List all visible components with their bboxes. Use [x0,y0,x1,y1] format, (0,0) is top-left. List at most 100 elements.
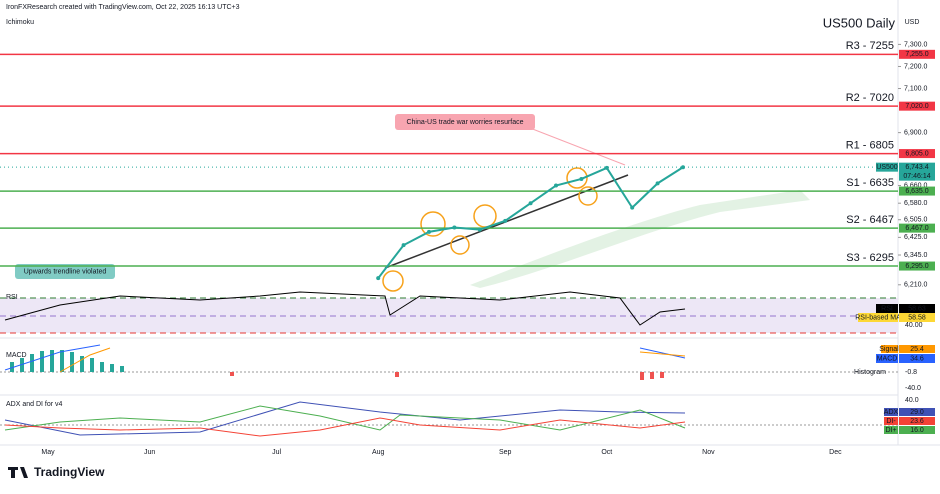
annotation-box [15,264,115,279]
macd-tick: -40.0 [905,385,921,392]
y-tick-label: 6,580.0 [904,200,927,207]
x-tick-label: Jul [272,449,281,456]
rsi-line [4,291,686,326]
y-tick-label: 7,200.0 [904,63,927,70]
y-tick-label: 6,505.0 [904,217,927,224]
x-tick-label: May [41,449,55,456]
level-axis-label: 6,805.0 [905,150,928,157]
rsi-ma-label: RSI-based MA [855,314,901,321]
macd-label: MACD [877,355,898,362]
x-tick-label: Sep [499,449,512,456]
legend-entry: US500 [876,164,898,171]
adx-value: 29.0 [910,409,924,416]
countdown: 07:46:14 [903,173,930,180]
macd-tag [876,354,898,363]
level-label: S2 - 6467 [846,214,894,226]
signal-tag [881,345,898,353]
price-point [655,181,660,186]
price-point [630,205,635,210]
signal-value: 25.4 [910,346,924,353]
adx-line [4,401,686,436]
y-tick-label: 6,425.0 [904,234,927,241]
di-plus-label: DI+ [885,427,896,434]
level-tag [899,186,935,196]
adx-value-tag [899,408,935,416]
x-tick-label: Aug [372,449,385,456]
price-point [452,225,457,230]
rsi-ma-value: 58.58 [908,314,926,321]
chart-title: US500 Daily [823,15,896,30]
price-point [477,227,482,232]
level-label: S1 - 6635 [846,177,894,189]
price-point [579,176,584,181]
adx-label: ADX [884,409,899,416]
rsi-value-tag [899,304,935,313]
price-tag [899,162,935,181]
last-price: 6,743.4 [905,164,928,171]
level-label: R3 - 7255 [846,40,894,52]
price-point [528,201,533,206]
level-axis-label: 6,467.0 [905,225,928,232]
rsi-ma-tag [858,313,898,322]
level-tag [899,149,935,159]
symbol-tag [876,162,898,172]
adx-title: ADX and DI for v4 [6,401,63,408]
level-label: R1 - 6805 [846,139,894,151]
di-plus-line [4,405,686,431]
level-tag [899,261,935,271]
rsi-title: RSI [6,294,18,301]
level-axis-label: 6,295.0 [905,263,928,270]
y-tick-label: 6,345.0 [904,252,927,259]
di-plus-tag [884,426,898,434]
y-tick-label: 6,210.0 [904,282,927,289]
annotation-box [395,114,535,130]
indicator-name: Ichimoku [6,19,34,26]
price-point [427,229,431,234]
macd-title: MACD [6,352,27,359]
signal-value-tag [899,345,935,353]
level-tag [899,101,935,111]
level-tag [899,49,935,59]
di-plus-value-tag [899,426,935,434]
rsi-tag [876,304,898,313]
adx-tick: 40.0 [905,397,919,404]
rsi-ma-value-tag [899,313,935,322]
level-label: S3 - 6295 [846,252,894,264]
price-point [681,165,685,170]
signal-line [59,347,686,373]
y-tick-label: 6,660.0 [904,182,927,189]
level-label: R2 - 7020 [846,92,894,104]
di-minus-label: DI- [886,418,896,425]
y-tick-label: 7,100.0 [904,85,927,92]
annotation: China-US trade war worries resurface [406,119,523,126]
credit: IronFXResearch created with TradingView.… [6,4,240,11]
rsi-tick: 40.00 [905,322,923,329]
level-tag [899,223,935,233]
logo [8,467,28,478]
annotation-arrow [529,127,626,166]
y-tick-label: 6,900.0 [904,129,927,136]
x-tick-label: Oct [601,449,612,456]
price-point [554,183,558,188]
signal-label: Signal [879,346,899,353]
x-tick-label: Dec [829,449,842,456]
di-minus-line [4,417,686,437]
x-tick-label: Jun [144,449,155,456]
currency: USD [905,19,920,26]
di-plus-value: 16.0 [910,427,924,434]
brand: TradingView [34,465,105,479]
rsi-band [0,298,898,333]
hist-label: Histogram [854,369,886,376]
di-minus-tag [884,417,898,425]
di-minus-value: 23.6 [910,418,924,425]
ichimoku-cloud [470,190,810,288]
di-minus-value-tag [899,417,935,425]
price-point [401,243,406,248]
macd-line [4,344,686,371]
macd-value-tag [899,354,935,363]
price-point [604,165,609,170]
highlight-circles [382,167,598,292]
macd-histogram [10,350,124,372]
